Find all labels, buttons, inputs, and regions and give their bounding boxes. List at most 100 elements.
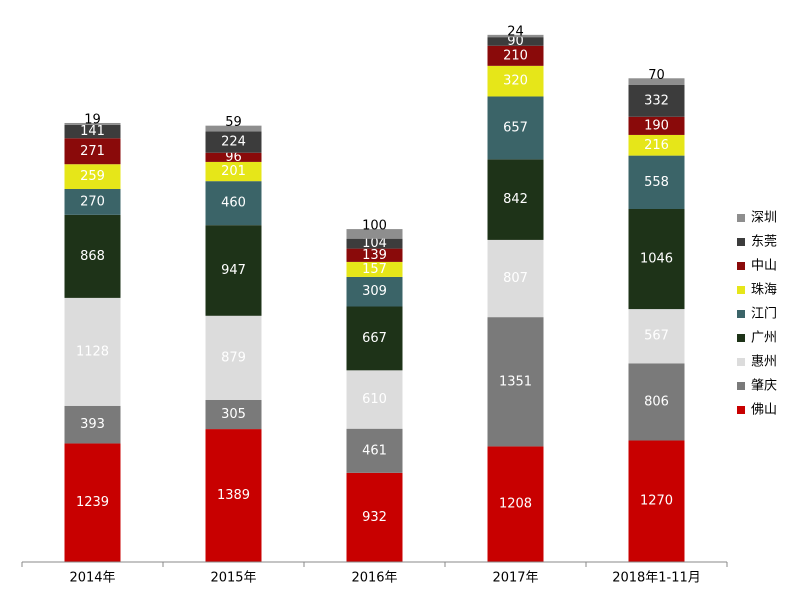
bar-segment — [346, 229, 403, 239]
legend-swatch — [737, 334, 745, 342]
data-label: 393 — [80, 417, 105, 432]
bar-segment — [628, 209, 685, 310]
bar-segment — [346, 428, 403, 473]
bar-segment — [346, 472, 403, 562]
bar-segment — [487, 159, 544, 240]
bar-segment — [487, 446, 544, 562]
bar-segment — [64, 138, 121, 165]
data-label: 90 — [507, 34, 524, 49]
legend-swatch — [737, 382, 745, 390]
legend-swatch — [737, 286, 745, 294]
bar-segment — [346, 248, 403, 262]
data-label: 1389 — [217, 488, 250, 503]
bar-segment — [205, 131, 262, 153]
bar-segment — [487, 45, 544, 66]
data-label: 947 — [221, 263, 246, 278]
legend-label: 江门 — [751, 307, 777, 322]
legend-label: 东莞 — [751, 235, 777, 250]
legend-swatch — [737, 358, 745, 366]
bar-segment — [628, 84, 685, 117]
data-label: 567 — [644, 329, 669, 344]
data-label: 70 — [648, 68, 665, 83]
data-label: 320 — [503, 74, 528, 89]
data-label: 216 — [644, 138, 669, 153]
bar-segment — [205, 399, 262, 430]
bar-segment — [64, 124, 121, 139]
data-label: 141 — [80, 124, 105, 139]
data-label: 1351 — [499, 374, 532, 389]
bar-segment — [487, 96, 544, 160]
legend-label: 中山 — [751, 259, 777, 274]
bar-segment — [487, 65, 544, 97]
legend-label: 深圳 — [751, 211, 777, 226]
bar-segment — [487, 317, 544, 447]
data-label: 224 — [221, 135, 246, 150]
data-label: 104 — [362, 236, 387, 251]
x-tick-label: 2016年 — [351, 571, 397, 586]
data-label: 100 — [362, 219, 387, 234]
data-label: 807 — [503, 271, 528, 286]
legend-label: 珠海 — [751, 283, 777, 298]
bar-segment — [628, 440, 685, 562]
x-tick-label: 2015年 — [210, 571, 256, 586]
data-label: 157 — [362, 262, 387, 277]
data-label: 667 — [362, 331, 387, 346]
data-label: 270 — [80, 194, 105, 209]
legend-label: 肇庆 — [751, 379, 777, 394]
data-label: 24 — [507, 24, 524, 39]
bar-segment — [64, 443, 121, 562]
bar-segment — [628, 363, 685, 441]
data-label: 806 — [644, 394, 669, 409]
bar-segment — [205, 429, 262, 562]
bar-segment — [205, 161, 262, 182]
data-label: 879 — [221, 350, 246, 365]
bar-segment — [346, 306, 403, 371]
bar-segment — [205, 152, 262, 162]
bar-segment — [346, 370, 403, 429]
data-label: 210 — [503, 48, 528, 63]
x-tick-label: 2018年1-11月 — [612, 571, 701, 586]
bar-segment — [64, 297, 121, 406]
data-label: 461 — [362, 443, 387, 458]
bar-segment — [346, 238, 403, 249]
legend-swatch — [737, 214, 745, 222]
data-label: 460 — [221, 196, 246, 211]
data-label: 271 — [80, 144, 105, 159]
data-label: 309 — [362, 284, 387, 299]
data-label: 201 — [221, 164, 246, 179]
bar-segment — [628, 134, 685, 156]
bar-segment — [205, 125, 262, 132]
data-label: 332 — [644, 93, 669, 108]
legend-swatch — [737, 238, 745, 246]
data-label: 1208 — [499, 497, 532, 512]
data-label: 1128 — [76, 344, 109, 359]
data-label: 868 — [80, 249, 105, 264]
bar-segment — [64, 214, 121, 298]
bar-segment — [64, 122, 121, 125]
data-label: 657 — [503, 120, 528, 135]
bar-segment — [487, 239, 544, 318]
data-label: 1239 — [76, 495, 109, 510]
bar-segment — [205, 315, 262, 400]
legend-swatch — [737, 262, 745, 270]
legend-label: 惠州 — [751, 355, 777, 370]
legend-label: 广州 — [751, 331, 777, 346]
legend-swatch — [737, 406, 745, 414]
data-label: 259 — [80, 169, 105, 184]
data-label: 932 — [362, 510, 387, 525]
legend-swatch — [737, 310, 745, 318]
data-label: 305 — [221, 407, 246, 422]
data-label: 842 — [503, 192, 528, 207]
data-label: 1270 — [640, 494, 673, 509]
bar-segment — [487, 37, 544, 46]
data-label: 96 — [225, 150, 242, 165]
data-label: 558 — [644, 175, 669, 190]
data-label: 59 — [225, 115, 242, 130]
bar-segment — [346, 276, 403, 307]
data-label: 139 — [362, 248, 387, 263]
bar-segment — [205, 181, 262, 226]
bar-segment — [64, 189, 121, 215]
bar-segment — [628, 116, 685, 135]
x-tick-label: 2017年 — [492, 571, 538, 586]
data-label: 610 — [362, 392, 387, 407]
